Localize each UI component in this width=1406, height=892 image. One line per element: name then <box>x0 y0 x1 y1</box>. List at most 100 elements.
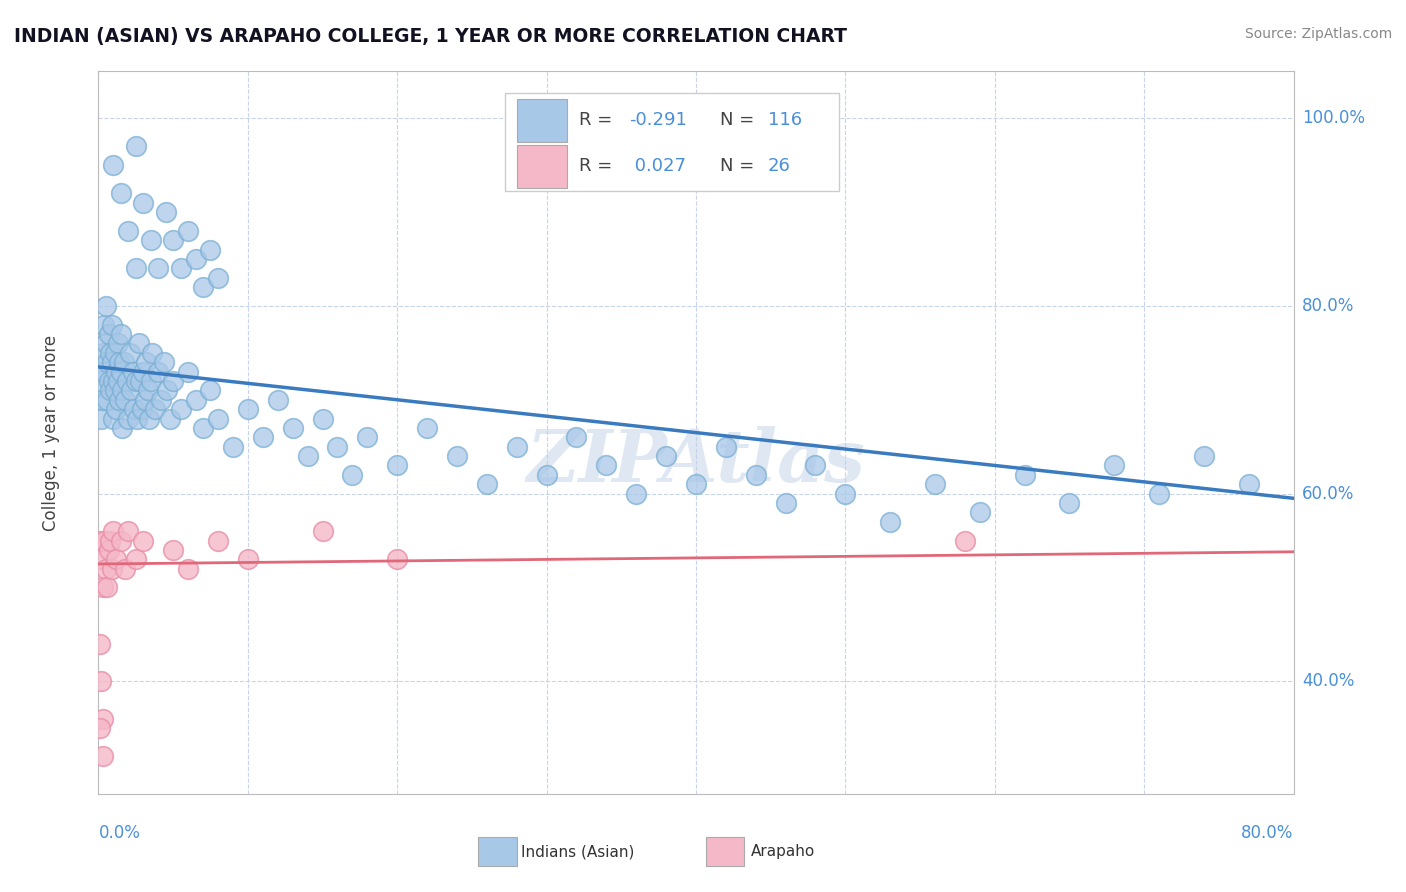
Point <box>89 533 111 548</box>
Text: 60.0%: 60.0% <box>1302 484 1354 502</box>
FancyBboxPatch shape <box>517 99 567 142</box>
Point <box>326 440 349 454</box>
Point <box>111 421 134 435</box>
Text: 116: 116 <box>768 112 801 129</box>
Point <box>1147 486 1170 500</box>
Point <box>132 195 155 210</box>
Point <box>121 365 143 379</box>
Point <box>117 224 139 238</box>
Point <box>953 533 976 548</box>
Point <box>132 533 155 548</box>
Text: Indians (Asian): Indians (Asian) <box>522 844 636 859</box>
Point <box>184 252 207 266</box>
Point <box>104 384 127 398</box>
Point <box>97 542 120 557</box>
Point <box>685 477 707 491</box>
Point <box>98 346 122 360</box>
Point <box>125 139 148 153</box>
Point <box>169 261 191 276</box>
Text: 80.0%: 80.0% <box>1241 824 1294 842</box>
Point <box>177 365 200 379</box>
Text: R =: R = <box>579 112 617 129</box>
Point <box>97 327 120 342</box>
Point <box>134 392 156 407</box>
Point <box>103 374 125 388</box>
Point <box>159 411 181 425</box>
Point <box>104 346 127 360</box>
Point <box>207 270 229 285</box>
Point <box>714 440 737 454</box>
Point <box>90 411 112 425</box>
Point <box>98 533 122 548</box>
Point <box>101 562 124 576</box>
FancyBboxPatch shape <box>517 145 567 187</box>
Point <box>148 261 170 276</box>
Point <box>108 392 131 407</box>
Point <box>118 346 141 360</box>
Point <box>267 392 290 407</box>
Point <box>107 374 129 388</box>
Point <box>200 384 222 398</box>
Point <box>1014 467 1036 482</box>
Point <box>93 318 115 332</box>
Point <box>117 524 139 538</box>
FancyBboxPatch shape <box>478 838 517 866</box>
Text: -0.291: -0.291 <box>628 112 688 129</box>
Point <box>91 581 114 595</box>
Point <box>93 533 115 548</box>
Point <box>94 562 117 576</box>
Point <box>153 355 176 369</box>
Point <box>565 430 588 444</box>
Point <box>148 365 170 379</box>
Point <box>110 186 132 201</box>
Point <box>125 552 148 566</box>
Point <box>207 411 229 425</box>
Point <box>155 205 177 219</box>
Point <box>103 411 125 425</box>
Point <box>101 355 124 369</box>
Point <box>111 384 134 398</box>
Point <box>125 261 148 276</box>
Point <box>162 374 184 388</box>
Point <box>96 355 118 369</box>
Point <box>136 384 159 398</box>
Text: 40.0%: 40.0% <box>1302 673 1354 690</box>
Text: 0.027: 0.027 <box>628 157 686 175</box>
Point <box>311 411 333 425</box>
Point <box>416 421 439 435</box>
Point <box>191 421 214 435</box>
Point <box>385 552 409 566</box>
Point <box>834 486 856 500</box>
Point <box>924 477 946 491</box>
Point <box>91 749 114 764</box>
Point <box>124 402 146 417</box>
Point <box>150 392 173 407</box>
Point <box>1192 449 1215 463</box>
Point <box>97 374 120 388</box>
Point <box>114 562 136 576</box>
Point <box>162 233 184 247</box>
Point <box>132 365 155 379</box>
Point <box>143 402 166 417</box>
Point <box>129 374 152 388</box>
Text: Arapaho: Arapaho <box>751 844 815 859</box>
Point <box>131 402 153 417</box>
Point <box>775 496 797 510</box>
Text: College, 1 year or more: College, 1 year or more <box>42 334 59 531</box>
Point <box>236 552 259 566</box>
Point <box>311 524 333 538</box>
Point <box>93 365 115 379</box>
Point <box>281 421 304 435</box>
FancyBboxPatch shape <box>505 93 839 191</box>
Point <box>222 440 245 454</box>
Point <box>236 402 259 417</box>
Point <box>94 336 117 351</box>
Point <box>655 449 678 463</box>
Point <box>162 542 184 557</box>
Point <box>105 402 128 417</box>
Point <box>626 486 648 500</box>
Text: 26: 26 <box>768 157 790 175</box>
Point <box>342 467 364 482</box>
Point <box>156 384 179 398</box>
Point <box>112 355 135 369</box>
